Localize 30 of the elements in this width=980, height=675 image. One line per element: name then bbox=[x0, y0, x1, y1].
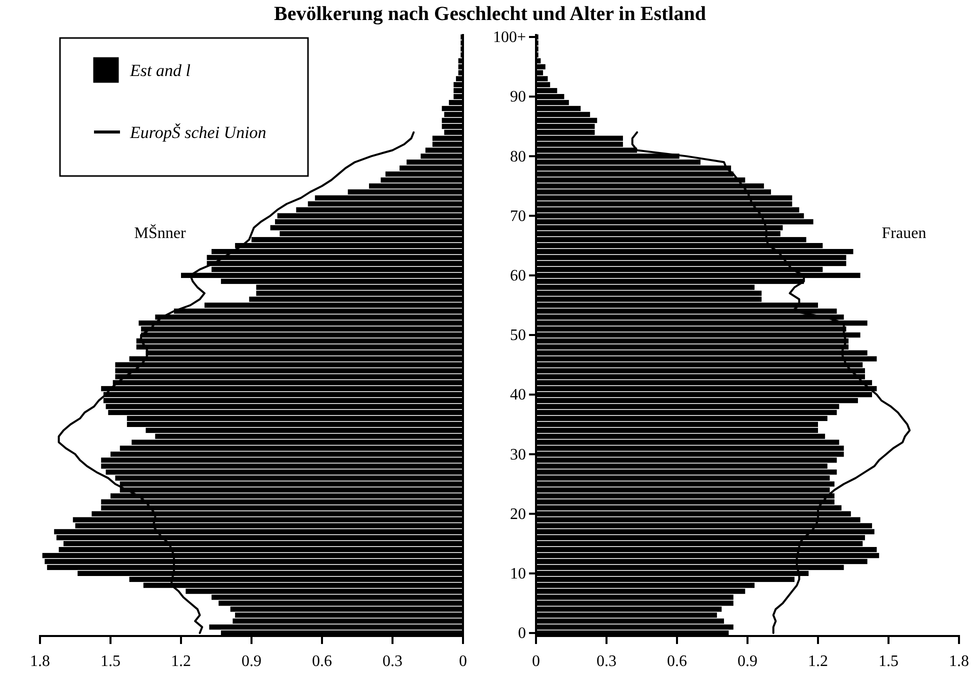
x-tick-label: 0.6 bbox=[312, 653, 332, 670]
legend-label: Est and l bbox=[129, 61, 191, 80]
x-tick-label: 1.5 bbox=[100, 653, 120, 670]
x-tick-label: 0 bbox=[459, 653, 467, 670]
x-tick-label: 0.3 bbox=[596, 653, 616, 670]
y-tick-label: 0 bbox=[518, 625, 526, 642]
legend-label: EuropŠ schei Union bbox=[129, 123, 266, 142]
x-tick-label: 0.6 bbox=[667, 653, 687, 670]
x-tick-label: 0.9 bbox=[738, 653, 758, 670]
x-tick-label: 1.8 bbox=[949, 653, 969, 670]
y-tick-label: 100+ bbox=[492, 29, 526, 46]
x-tick-label: 0.3 bbox=[382, 653, 402, 670]
x-tick-label: 0.9 bbox=[242, 653, 262, 670]
x-tick-label: 1.2 bbox=[171, 653, 191, 670]
y-tick-label: 70 bbox=[510, 208, 526, 225]
y-tick-label: 10 bbox=[510, 566, 526, 583]
y-tick-label: 90 bbox=[510, 88, 526, 106]
x-tick-label: 1.2 bbox=[808, 653, 828, 670]
x-tick-label: 0 bbox=[532, 653, 540, 670]
y-tick-label: 20 bbox=[510, 506, 526, 523]
y-tick-label: 30 bbox=[510, 446, 526, 464]
y-tick-label: 60 bbox=[510, 268, 526, 285]
y-tick-label: 40 bbox=[510, 386, 526, 404]
y-tick-label: 50 bbox=[510, 327, 526, 344]
annotation: MŠnner bbox=[134, 224, 186, 242]
x-tick-label: 1.5 bbox=[878, 653, 898, 670]
y-tick-label: 80 bbox=[510, 148, 526, 166]
annotation: Frauen bbox=[882, 225, 926, 242]
x-tick-label: 1.8 bbox=[30, 653, 50, 670]
chart-title: Bevölkerung nach Geschlecht und Alter in Estland bbox=[274, 3, 706, 25]
